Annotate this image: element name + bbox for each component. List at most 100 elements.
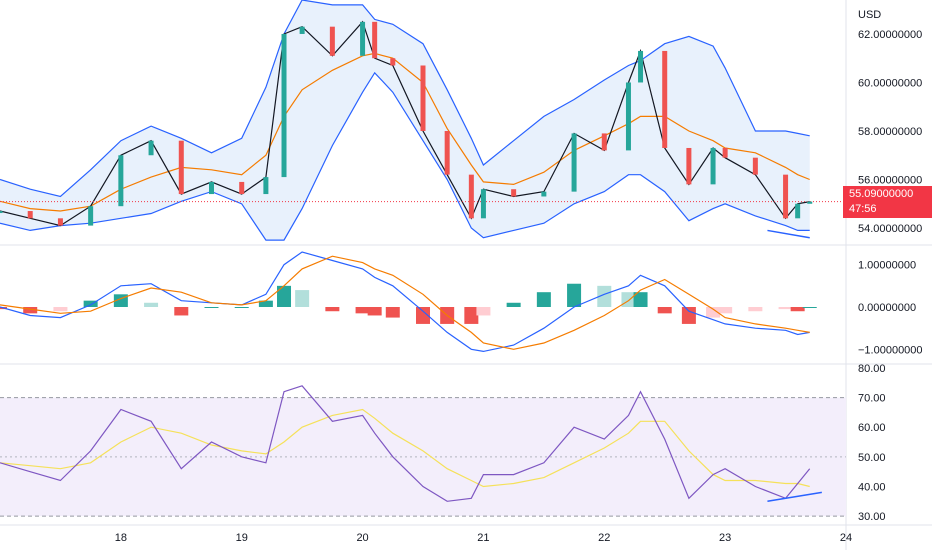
macd-histogram-bar	[234, 307, 249, 308]
macd-histogram-bar	[633, 292, 648, 307]
price-axis-label[interactable]: 58.00000000	[858, 126, 922, 138]
macd-histogram-bar	[597, 285, 612, 307]
candle[interactable]	[468, 174, 474, 219]
candle[interactable]	[625, 82, 631, 151]
last-price-value: 55.09000000	[849, 188, 914, 200]
macd-histogram-bar	[367, 307, 382, 316]
time-axis-label[interactable]: 18	[115, 532, 127, 544]
candle[interactable]	[541, 191, 547, 197]
price-axis-label[interactable]: 54.00000000	[858, 223, 922, 235]
macd-histogram-bar	[23, 307, 38, 314]
macd-histogram-bar	[706, 307, 721, 318]
price-axis-label[interactable]: 62.00000000	[858, 29, 922, 41]
macd-histogram-bar	[748, 307, 763, 312]
bollinger-basis-line	[0, 52, 810, 212]
candle[interactable]	[638, 50, 644, 83]
candle[interactable]	[390, 58, 396, 66]
macd-line	[0, 251, 810, 353]
candle[interactable]	[178, 140, 184, 195]
candle[interactable]	[148, 140, 154, 156]
candle[interactable]	[239, 181, 245, 195]
macd-histogram-bar	[506, 302, 521, 307]
candle[interactable]	[710, 147, 716, 185]
macd-histogram-bar	[174, 307, 189, 316]
macd-histogram-bar	[277, 285, 292, 307]
candle[interactable]	[118, 155, 124, 207]
time-axis-label[interactable]: 23	[719, 532, 731, 544]
macd-histogram-bar	[802, 307, 817, 308]
price-axis-label[interactable]: 60.00000000	[858, 77, 922, 89]
candle[interactable]	[807, 201, 813, 204]
candle[interactable]	[420, 65, 426, 131]
candle[interactable]	[281, 33, 287, 178]
candle[interactable]	[27, 211, 33, 219]
candle[interactable]	[722, 147, 728, 158]
macd-axis[interactable]: 1.00000000 0.00000000 −1.00000000	[858, 260, 923, 357]
macd-axis-label[interactable]: −1.00000000	[858, 344, 923, 356]
macd-histogram-bar	[53, 307, 68, 312]
candle[interactable]	[601, 133, 607, 151]
candle[interactable]	[444, 130, 450, 175]
rsi-axis-label[interactable]: 30.00	[858, 511, 886, 523]
macd-histogram-bar	[416, 307, 430, 324]
rsi-axis[interactable]: 80.00 70.00 60.00 50.00 40.00 30.00	[858, 363, 886, 523]
macd-axis-label[interactable]: 0.00000000	[858, 302, 916, 314]
time-axis-label[interactable]: 24	[840, 532, 852, 544]
time-axis-label[interactable]: 22	[598, 532, 610, 544]
macd-histogram-bar	[790, 307, 805, 312]
rsi-trendline[interactable]	[767, 491, 822, 503]
macd-axis-label[interactable]: 1.00000000	[858, 260, 916, 272]
currency-label: USD	[858, 9, 881, 21]
candle[interactable]	[783, 174, 789, 219]
candle[interactable]	[480, 189, 486, 219]
bollinger-upper-band	[0, 0, 810, 198]
candle[interactable]	[686, 147, 692, 185]
macd-histogram-bar	[83, 300, 98, 307]
candle[interactable]	[752, 157, 758, 175]
time-axis-label[interactable]: 20	[356, 532, 368, 544]
time-axis-label[interactable]: 19	[236, 532, 248, 544]
macd-histogram-bar	[355, 307, 370, 314]
macd-pane[interactable]	[0, 251, 817, 353]
macd-histogram-bar	[385, 307, 400, 318]
rsi-pane[interactable]	[0, 385, 846, 517]
rsi-axis-label[interactable]: 40.00	[858, 481, 886, 493]
candle[interactable]	[209, 181, 214, 195]
rsi-axis-label[interactable]: 60.00	[858, 422, 886, 434]
time-axis-label[interactable]: 21	[477, 532, 489, 544]
candle[interactable]	[795, 203, 801, 219]
rsi-axis-label[interactable]: 80.00	[858, 363, 886, 375]
candle[interactable]	[360, 21, 366, 56]
rsi-moving-average-line	[0, 408, 810, 488]
candle[interactable]	[88, 206, 94, 226]
candle[interactable]	[299, 26, 305, 34]
price-axis[interactable]: 62.00000000 60.00000000 58.00000000 56.0000…	[858, 29, 922, 235]
macd-histogram-bar	[258, 300, 273, 307]
rsi-axis-label[interactable]: 70.00	[858, 393, 886, 405]
price-pane[interactable]	[0, 0, 846, 241]
rsi-line	[0, 385, 811, 502]
candle[interactable]	[0, 211, 3, 214]
price-trendline[interactable]	[767, 229, 810, 239]
time-axis[interactable]: 18 19 20 21 22 23 24	[115, 532, 852, 544]
macd-histogram-bar	[464, 307, 479, 324]
candle[interactable]	[662, 50, 668, 148]
candle[interactable]	[57, 218, 63, 226]
price-axis-label[interactable]: 56.00000000	[858, 175, 922, 187]
macd-histogram-bar	[144, 302, 159, 307]
macd-histogram-bar	[476, 307, 491, 316]
macd-histogram-bar	[621, 292, 636, 307]
bollinger-lower-band	[0, 71, 810, 241]
macd-histogram-bar	[567, 283, 582, 307]
countdown-timer: 47:56	[849, 203, 877, 215]
macd-histogram-bar	[204, 307, 219, 308]
last-price-badge: 55.09000000 47:56	[843, 186, 932, 218]
signal-line	[0, 255, 810, 350]
candle[interactable]	[511, 189, 517, 197]
candle[interactable]	[329, 26, 335, 56]
candle[interactable]	[372, 21, 378, 59]
rsi-axis-label[interactable]: 50.00	[858, 452, 886, 464]
candle[interactable]	[571, 133, 577, 192]
candle[interactable]	[263, 177, 269, 195]
